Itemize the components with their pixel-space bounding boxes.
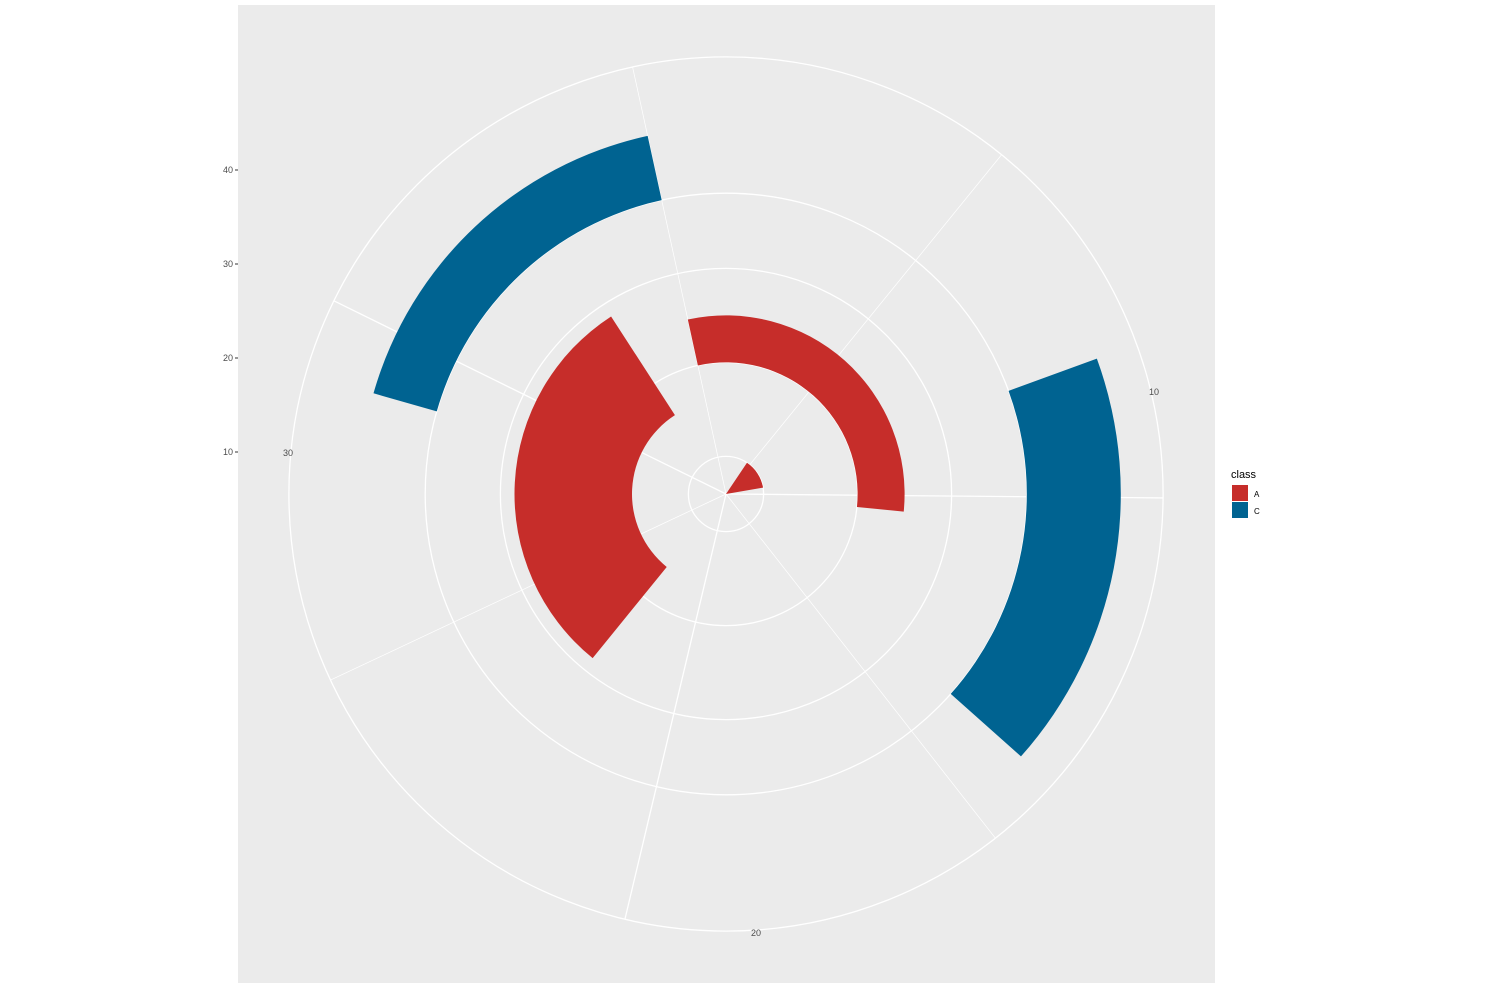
grid-spoke [725,493,996,839]
radial-tick-label: 30 [223,259,233,269]
bar-segment-a [514,316,675,659]
bar-segment-a [687,315,905,512]
radial-tick-label: 10 [223,447,233,457]
radial-axis: 10 20 30 40 [223,165,238,457]
legend-key-c [1232,502,1248,518]
grid-spoke [632,66,727,495]
legend-title: class [1231,469,1257,481]
grid-spoke [725,154,1002,495]
grid-circle [288,56,1164,932]
grid-circle [499,267,953,721]
bar-segment-a [726,462,764,494]
legend-label-c: C [1254,507,1260,516]
legend-label-a: A [1254,490,1260,499]
legend-key-a [1232,485,1248,501]
bar-segment-c [950,358,1121,757]
theta-tick-label: 10 [1149,387,1159,397]
grid-spoke [330,493,727,681]
radial-tick-label: 40 [223,165,233,175]
theta-tick-label: 30 [283,448,293,458]
legend: class A C [1231,469,1260,518]
bars-layer [373,135,1121,757]
radial-tick-label: 20 [223,353,233,363]
theta-axis: 10 20 30 [283,387,1159,938]
theta-tick-label: 20 [751,928,761,938]
grid-spoke [624,493,727,920]
bar-segment-c [373,135,662,412]
